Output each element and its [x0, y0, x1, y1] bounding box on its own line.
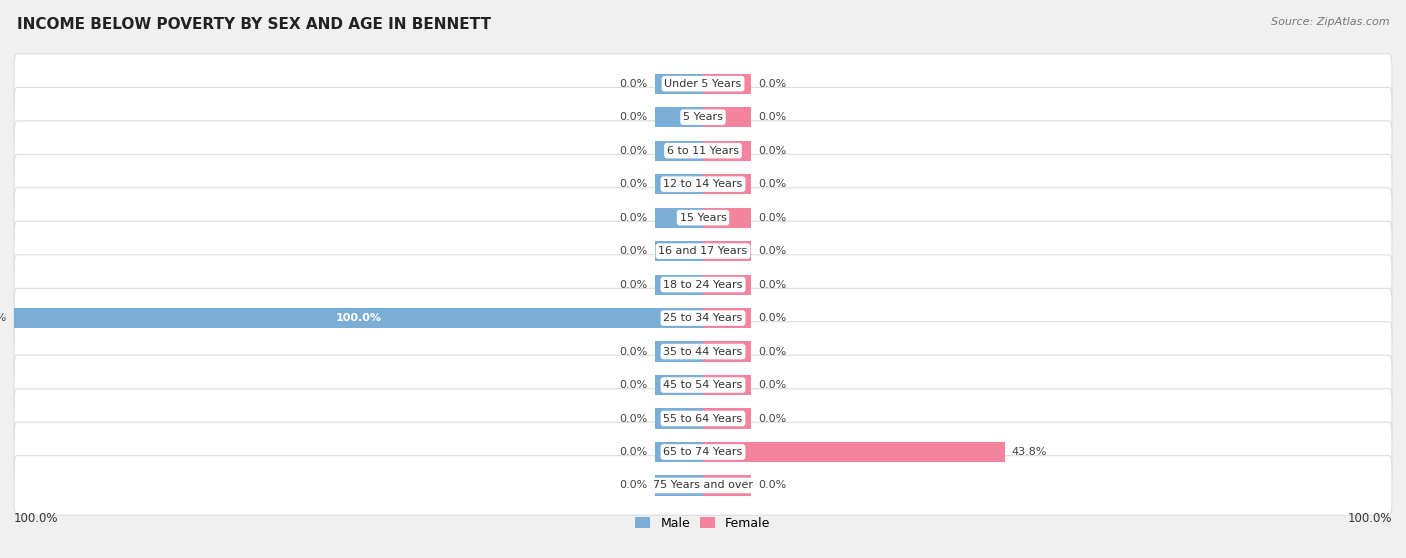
- Text: 0.0%: 0.0%: [620, 213, 648, 223]
- Bar: [655, 74, 703, 94]
- Text: 100.0%: 100.0%: [1347, 512, 1392, 525]
- FancyBboxPatch shape: [14, 255, 1392, 314]
- Text: 5 Years: 5 Years: [683, 112, 723, 122]
- Bar: [655, 408, 703, 429]
- Bar: [703, 442, 1005, 462]
- Text: 18 to 24 Years: 18 to 24 Years: [664, 280, 742, 290]
- Text: 0.0%: 0.0%: [758, 112, 786, 122]
- Text: INCOME BELOW POVERTY BY SEX AND AGE IN BENNETT: INCOME BELOW POVERTY BY SEX AND AGE IN B…: [17, 17, 491, 32]
- Text: 100.0%: 100.0%: [14, 512, 59, 525]
- Text: 0.0%: 0.0%: [620, 380, 648, 390]
- Text: 55 to 64 Years: 55 to 64 Years: [664, 413, 742, 424]
- Text: 100.0%: 100.0%: [0, 313, 7, 323]
- Text: 0.0%: 0.0%: [758, 280, 786, 290]
- Text: 75 Years and over: 75 Years and over: [652, 480, 754, 490]
- Bar: [703, 208, 751, 228]
- Text: 6 to 11 Years: 6 to 11 Years: [666, 146, 740, 156]
- Text: Under 5 Years: Under 5 Years: [665, 79, 741, 89]
- Text: 0.0%: 0.0%: [620, 480, 648, 490]
- Bar: [703, 275, 751, 295]
- FancyBboxPatch shape: [14, 456, 1392, 515]
- Text: 0.0%: 0.0%: [758, 246, 786, 256]
- Bar: [703, 475, 751, 496]
- Text: 0.0%: 0.0%: [758, 213, 786, 223]
- Bar: [703, 141, 751, 161]
- Text: 0.0%: 0.0%: [620, 447, 648, 457]
- Bar: [703, 241, 751, 261]
- Bar: [655, 241, 703, 261]
- Text: 0.0%: 0.0%: [620, 280, 648, 290]
- Bar: [655, 475, 703, 496]
- Text: 0.0%: 0.0%: [758, 146, 786, 156]
- FancyBboxPatch shape: [14, 121, 1392, 180]
- Bar: [655, 141, 703, 161]
- Bar: [655, 341, 703, 362]
- Bar: [703, 375, 751, 395]
- Text: 25 to 34 Years: 25 to 34 Years: [664, 313, 742, 323]
- Bar: [703, 308, 751, 328]
- Bar: [703, 408, 751, 429]
- Text: 43.8%: 43.8%: [1012, 447, 1047, 457]
- Text: 35 to 44 Years: 35 to 44 Years: [664, 347, 742, 357]
- Text: 0.0%: 0.0%: [758, 413, 786, 424]
- Bar: [655, 375, 703, 395]
- Text: 0.0%: 0.0%: [620, 79, 648, 89]
- Bar: [703, 74, 751, 94]
- FancyBboxPatch shape: [14, 54, 1392, 113]
- Text: 0.0%: 0.0%: [620, 179, 648, 189]
- Text: 100.0%: 100.0%: [336, 313, 381, 323]
- FancyBboxPatch shape: [14, 422, 1392, 482]
- Text: 45 to 54 Years: 45 to 54 Years: [664, 380, 742, 390]
- Bar: [703, 107, 751, 127]
- Bar: [703, 341, 751, 362]
- Text: 16 and 17 Years: 16 and 17 Years: [658, 246, 748, 256]
- Text: 0.0%: 0.0%: [620, 413, 648, 424]
- Text: 0.0%: 0.0%: [758, 179, 786, 189]
- Text: 0.0%: 0.0%: [620, 112, 648, 122]
- Text: 0.0%: 0.0%: [758, 380, 786, 390]
- Legend: Male, Female: Male, Female: [630, 512, 776, 535]
- FancyBboxPatch shape: [14, 155, 1392, 214]
- FancyBboxPatch shape: [14, 88, 1392, 147]
- Text: 0.0%: 0.0%: [758, 79, 786, 89]
- Bar: [655, 174, 703, 194]
- Text: 12 to 14 Years: 12 to 14 Years: [664, 179, 742, 189]
- Text: 0.0%: 0.0%: [758, 480, 786, 490]
- Bar: [14, 308, 703, 328]
- FancyBboxPatch shape: [14, 322, 1392, 381]
- Text: Source: ZipAtlas.com: Source: ZipAtlas.com: [1271, 17, 1389, 27]
- Text: 0.0%: 0.0%: [620, 246, 648, 256]
- Text: 15 Years: 15 Years: [679, 213, 727, 223]
- Text: 0.0%: 0.0%: [620, 146, 648, 156]
- Bar: [703, 174, 751, 194]
- Bar: [655, 107, 703, 127]
- FancyBboxPatch shape: [14, 355, 1392, 415]
- Text: 0.0%: 0.0%: [758, 313, 786, 323]
- Bar: [655, 275, 703, 295]
- Text: 0.0%: 0.0%: [620, 347, 648, 357]
- Bar: [655, 442, 703, 462]
- Text: 0.0%: 0.0%: [758, 347, 786, 357]
- Bar: [655, 208, 703, 228]
- Text: 65 to 74 Years: 65 to 74 Years: [664, 447, 742, 457]
- FancyBboxPatch shape: [14, 288, 1392, 348]
- FancyBboxPatch shape: [14, 188, 1392, 247]
- FancyBboxPatch shape: [14, 222, 1392, 281]
- FancyBboxPatch shape: [14, 389, 1392, 448]
